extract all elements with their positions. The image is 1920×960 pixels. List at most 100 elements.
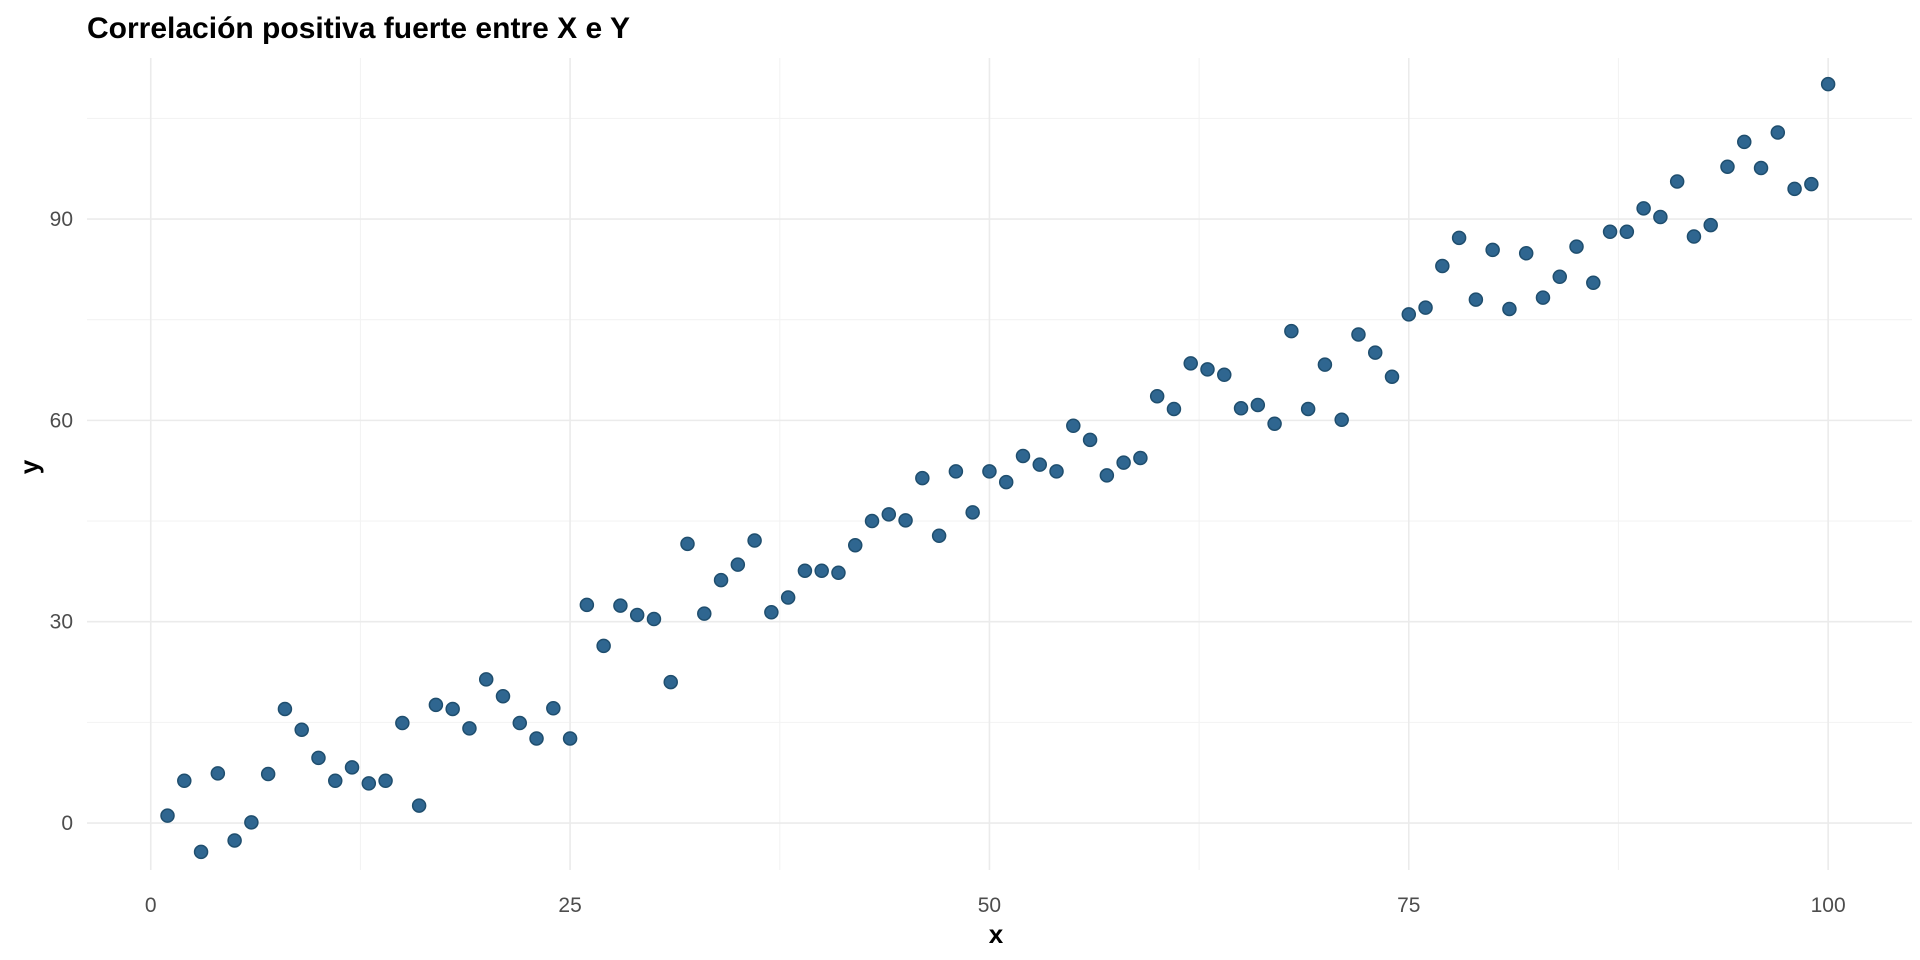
data-point: [1284, 323, 1299, 339]
data-point: [797, 563, 813, 578]
x-tick-label: 75: [1397, 894, 1420, 917]
data-point: [227, 833, 242, 848]
data-point: [1418, 300, 1433, 315]
data-point: [1032, 457, 1048, 472]
data-point: [747, 533, 762, 548]
data-point: [1451, 230, 1467, 246]
data-point: [328, 773, 343, 788]
data-point: [512, 715, 528, 731]
data-point: [1300, 401, 1316, 417]
x-tick-label: 100: [1811, 894, 1846, 917]
data-point: [1217, 367, 1232, 382]
data-point: [1049, 464, 1064, 479]
data-point: [1737, 134, 1752, 150]
data-point: [244, 815, 259, 830]
y-tick-label: 0: [61, 812, 73, 835]
y-tick-label: 60: [50, 409, 73, 432]
data-point: [1787, 181, 1802, 197]
data-point: [361, 776, 377, 791]
data-point: [1535, 290, 1551, 305]
data-point: [1351, 327, 1366, 342]
data-point: [1200, 362, 1215, 377]
data-point: [697, 606, 712, 621]
data-point: [1686, 229, 1702, 244]
data-point: [663, 674, 678, 690]
data-point: [277, 701, 293, 717]
data-point: [193, 844, 209, 860]
data-point: [1820, 76, 1836, 92]
x-tick-label: 50: [978, 894, 1001, 917]
data-point: [344, 760, 360, 775]
data-point: [1669, 174, 1685, 189]
data-point: [210, 766, 226, 781]
data-point: [1066, 418, 1081, 433]
data-point: [831, 565, 846, 580]
data-point: [629, 607, 645, 623]
data-point: [1267, 416, 1282, 431]
data-point: [294, 722, 309, 737]
data-point: [1015, 448, 1031, 464]
data-point: [1485, 242, 1500, 258]
data-point: [378, 773, 393, 788]
x-axis-title: x: [989, 919, 1004, 949]
data-point: [680, 536, 695, 552]
data-point: [1720, 159, 1735, 174]
data-point: [478, 672, 494, 687]
data-point: [613, 598, 628, 613]
data-point: [411, 798, 427, 813]
data-point: [1586, 275, 1601, 291]
data-point: [948, 464, 964, 479]
data-point: [495, 688, 511, 704]
data-point: [898, 513, 913, 528]
y-axis-title: y: [14, 459, 44, 474]
data-point: [1502, 301, 1517, 317]
data-points: [160, 76, 1836, 860]
data-point: [1401, 307, 1417, 322]
data-point: [1082, 432, 1098, 448]
data-point: [1435, 258, 1450, 274]
data-point: [395, 715, 410, 731]
grid-lines: [87, 58, 1912, 870]
data-point: [1636, 201, 1651, 216]
data-point: [1619, 224, 1635, 240]
data-point: [177, 773, 192, 788]
data-point: [1334, 412, 1349, 427]
data-point: [1183, 356, 1198, 371]
data-point: [814, 563, 829, 578]
x-tick-label: 0: [145, 894, 157, 917]
data-point: [847, 537, 863, 553]
data-point: [529, 731, 544, 746]
x-axis-ticks: 0 25 50 75 100: [145, 894, 1846, 917]
x-tick-label: 25: [558, 894, 581, 917]
data-point: [1367, 345, 1383, 360]
y-tick-label: 30: [50, 611, 73, 634]
data-point: [1250, 397, 1266, 413]
data-point: [1518, 246, 1534, 261]
y-axis-ticks: 0 30 60 90: [50, 208, 73, 835]
data-point: [965, 505, 980, 520]
data-point: [764, 605, 779, 620]
data-point: [1099, 468, 1115, 483]
data-point: [596, 638, 611, 654]
data-point: [1133, 450, 1148, 466]
data-point: [1116, 455, 1131, 470]
data-point: [1804, 176, 1819, 192]
data-point: [646, 611, 662, 627]
data-point: [562, 731, 578, 746]
data-point: [160, 808, 175, 823]
y-tick-label: 90: [50, 208, 73, 231]
data-point: [881, 507, 897, 522]
data-point: [1468, 292, 1484, 307]
data-point: [428, 697, 444, 713]
data-point: [1384, 369, 1400, 385]
data-point: [1552, 269, 1567, 285]
data-point: [445, 701, 460, 717]
data-point: [730, 557, 746, 572]
data-point: [1317, 357, 1333, 372]
data-point: [864, 513, 880, 529]
data-point: [579, 597, 595, 613]
data-point: [311, 750, 326, 766]
data-point: [1653, 209, 1668, 225]
data-point: [982, 464, 997, 479]
